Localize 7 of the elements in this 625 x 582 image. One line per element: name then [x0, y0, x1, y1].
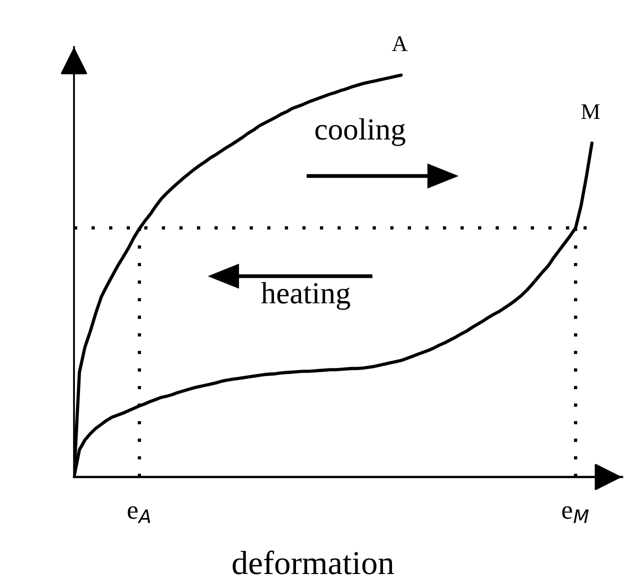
x-tick-label: e$_{A}$ — [128, 506, 150, 524]
series-label: M — [581, 104, 600, 119]
x-axis-title: deformation — [232, 550, 394, 574]
series-label: A — [392, 36, 408, 51]
annotation: cooling — [315, 118, 406, 146]
x-tick-label: e$_{M}$ — [562, 506, 589, 524]
annotation: heating — [261, 282, 350, 310]
